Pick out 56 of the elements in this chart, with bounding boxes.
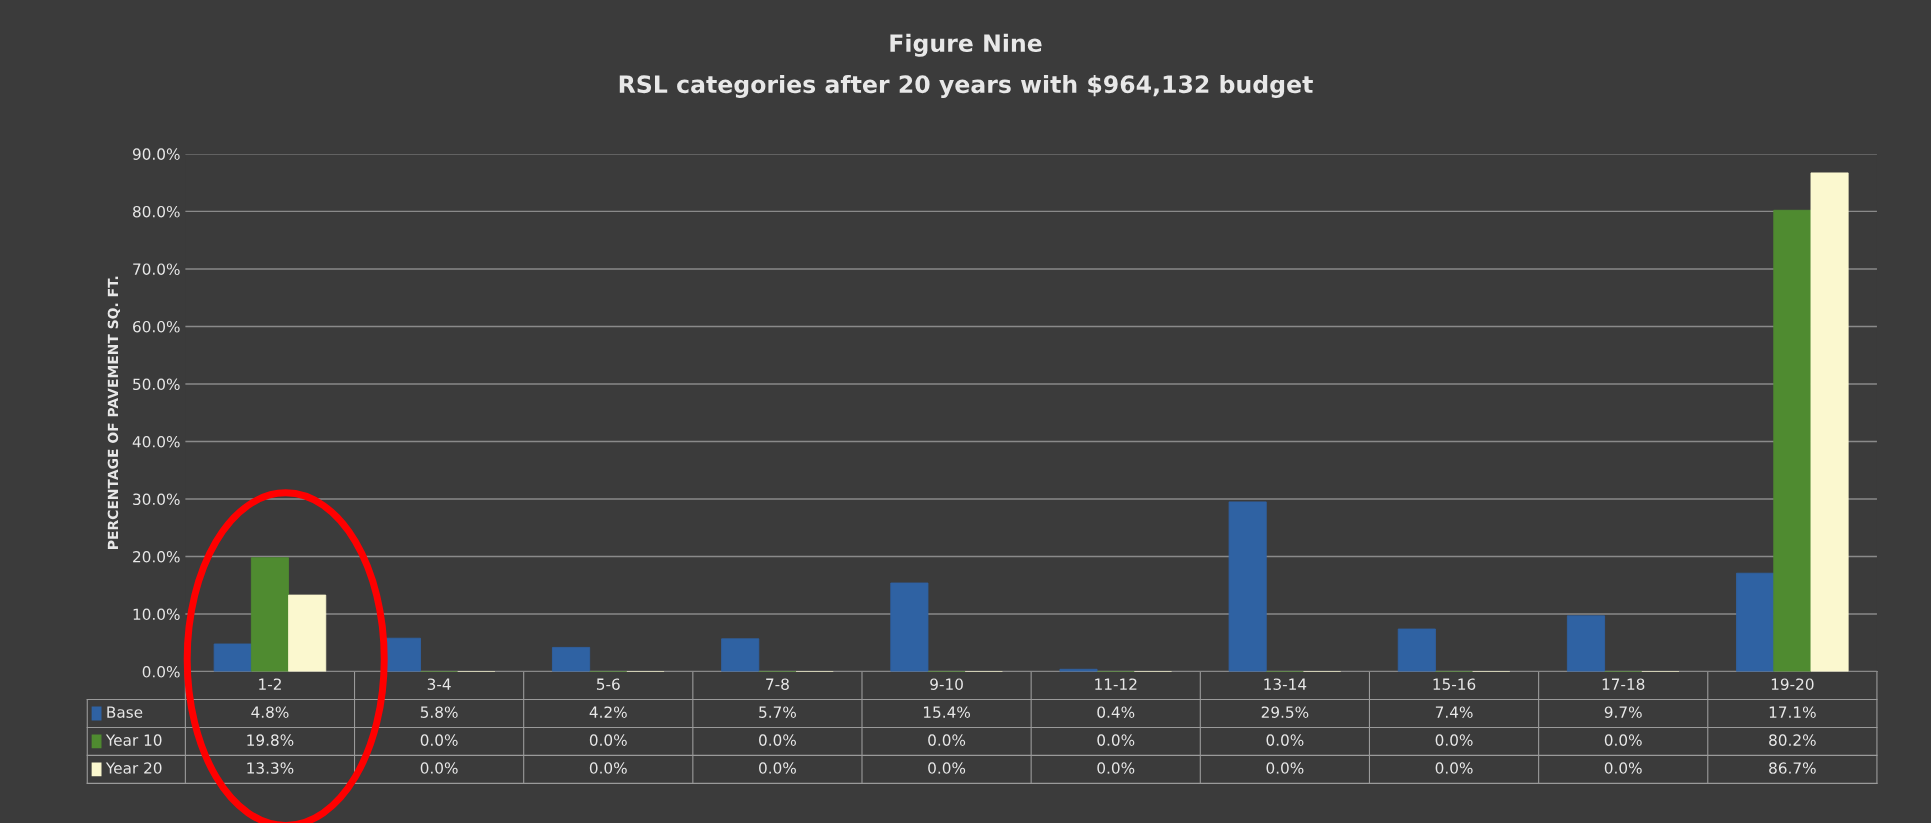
- data-label: 7.4%: [1435, 706, 1473, 718]
- data-label: 0.0%: [759, 734, 796, 746]
- y-axis-title: PERCENTAGE OF PAVEMENT SQ. FT.: [107, 276, 121, 549]
- x-tick-label: 15-16: [1433, 678, 1476, 690]
- data-label: 19.8%: [247, 734, 294, 746]
- data-label: 17.1%: [1769, 706, 1816, 718]
- data-label: 0.0%: [420, 762, 458, 774]
- data-label: 80.2%: [1769, 734, 1816, 746]
- data-label: 4.2%: [589, 706, 627, 718]
- data-label: 0.4%: [1097, 706, 1135, 718]
- x-tick-label: 5-6: [596, 678, 620, 690]
- data-label: 0.0%: [1435, 734, 1473, 746]
- data-label: 4.8%: [251, 706, 289, 718]
- y-tick-label: 80.0%: [133, 205, 180, 218]
- data-label: 15.4%: [923, 706, 970, 718]
- data-label: 0.0%: [1266, 734, 1304, 746]
- y-tick-label: 10.0%: [133, 608, 180, 621]
- y-tick-label: 70.0%: [133, 263, 180, 275]
- x-tick-label: 7-8: [766, 678, 789, 690]
- data-label: 0.0%: [589, 762, 627, 774]
- chart-title: Figure Nine: [890, 33, 1042, 57]
- data-label: 0.0%: [1604, 734, 1642, 746]
- data-label: 5.8%: [420, 706, 458, 718]
- data-label: 29.5%: [1261, 706, 1309, 718]
- data-label: 86.7%: [1769, 762, 1816, 774]
- legend-label: Year 10: [105, 734, 162, 746]
- y-tick-label: 40.0%: [132, 435, 180, 448]
- data-label: 13.3%: [247, 762, 294, 774]
- x-tick-label: 13-14: [1264, 678, 1307, 690]
- data-label: 0.0%: [1266, 762, 1304, 774]
- y-tick-label: 90.0%: [132, 148, 180, 160]
- y-tick-label: 60.0%: [133, 320, 180, 333]
- legend-label: Base: [107, 706, 143, 718]
- data-label: 5.7%: [759, 706, 796, 718]
- data-label: 0.0%: [1097, 734, 1135, 746]
- data-label: 0.0%: [420, 734, 458, 746]
- y-tick-label: 50.0%: [133, 378, 180, 390]
- y-tick-label: 20.0%: [133, 551, 180, 563]
- data-label: 0.0%: [759, 762, 796, 774]
- data-label: 9.7%: [1604, 706, 1642, 718]
- y-tick-label: 0.0%: [142, 666, 180, 678]
- x-tick-label: 9-10: [930, 678, 963, 690]
- x-tick-label: 3-4: [427, 678, 451, 690]
- data-label: 0.0%: [928, 734, 966, 746]
- chart-subtitle: RSL categories after 20 years with $964,132 budget: [619, 74, 1313, 98]
- y-tick-label: 30.0%: [133, 493, 180, 506]
- x-tick-label: 17-18: [1602, 678, 1645, 690]
- legend-label: Year 20: [105, 762, 162, 774]
- data-label: 0.0%: [928, 762, 966, 774]
- x-tick-label: 11-12: [1095, 678, 1137, 690]
- x-tick-label: 1-2: [259, 678, 281, 690]
- data-label: 0.0%: [1435, 762, 1473, 774]
- x-tick-label: 19-20: [1771, 678, 1814, 690]
- data-label: 0.0%: [1604, 762, 1642, 774]
- data-label: 0.0%: [589, 734, 627, 746]
- data-label: 0.0%: [1097, 762, 1135, 774]
